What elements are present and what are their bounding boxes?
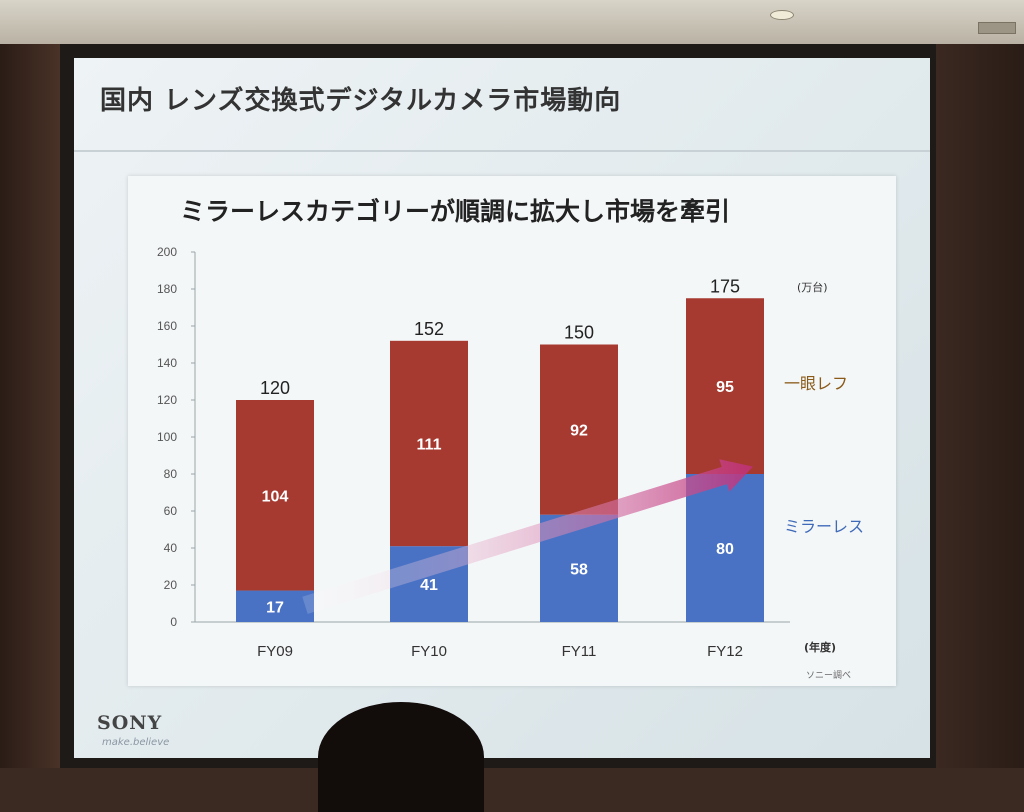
data-label-total: 120 xyxy=(260,378,290,398)
stacked-bar-chart: 0 20 40 60 80 100 120 140 160 180 200 17 104 120 FY09 4… xyxy=(157,245,864,681)
bar-dslr xyxy=(390,340,468,547)
y-tick-label: 180 xyxy=(157,282,177,296)
sony-tagline: make.believe xyxy=(102,737,170,748)
bar-dslr xyxy=(540,344,618,515)
bar-dslr xyxy=(686,298,764,474)
source-note: ソニー調べ xyxy=(806,669,851,681)
chart-headline: ミラーレスカテゴリーが順調に拡大し市場を牽引 xyxy=(180,197,731,226)
y-tick-label: 80 xyxy=(164,467,178,481)
bar-mirrorless xyxy=(236,590,314,622)
y-tick-label: 60 xyxy=(164,504,178,518)
y-tick-label: 200 xyxy=(157,245,177,259)
bar-mirrorless xyxy=(686,474,764,622)
data-label-total: 152 xyxy=(414,319,444,339)
data-label-total: 150 xyxy=(564,323,594,343)
room-wall-left xyxy=(0,44,62,768)
data-label-dslr: 104 xyxy=(262,488,289,505)
legend-label-dslr: 一眼レフ xyxy=(784,374,848,393)
audience-head-silhouette xyxy=(318,702,484,812)
ceiling-vent xyxy=(978,22,1016,34)
data-label-mirrorless: 17 xyxy=(266,599,284,616)
room-wall-right xyxy=(928,44,1024,768)
x-tick-label: FY11 xyxy=(562,643,597,660)
y-tick-label: 0 xyxy=(170,615,177,629)
x-tick-label: FY10 xyxy=(411,643,447,660)
data-label-dslr: 95 xyxy=(716,379,734,396)
y-tick-label: 20 xyxy=(164,578,178,592)
y-tick-label: 160 xyxy=(157,319,177,333)
title-divider xyxy=(74,150,930,152)
y-tick-label: 100 xyxy=(157,430,177,444)
bar-dslr xyxy=(236,400,314,591)
x-tick-label: FY09 xyxy=(257,643,293,660)
sony-logo: SONY xyxy=(97,712,163,734)
data-label-mirrorless: 80 xyxy=(716,541,734,558)
growth-arrow xyxy=(302,459,753,614)
data-label-dslr: 92 xyxy=(570,423,588,440)
x-tick-label: FY12 xyxy=(707,643,743,660)
x-unit-label: (年度) xyxy=(804,640,836,654)
y-tick-label: 120 xyxy=(157,393,177,407)
data-label-dslr: 111 xyxy=(417,436,442,453)
y-unit-label: (万台) xyxy=(797,280,828,294)
data-label-mirrorless: 58 xyxy=(570,561,588,578)
y-tick-label: 140 xyxy=(157,356,177,370)
room-ceiling xyxy=(0,0,1024,44)
y-tick-label: 40 xyxy=(164,541,178,555)
slide-title: 国内 レンズ交換式デジタルカメラ市場動向 xyxy=(100,86,622,116)
legend-label-mirrorless: ミラーレス xyxy=(784,517,864,536)
ceiling-light xyxy=(770,10,794,20)
data-label-mirrorless: 41 xyxy=(420,577,438,594)
data-label-total: 175 xyxy=(710,276,740,296)
